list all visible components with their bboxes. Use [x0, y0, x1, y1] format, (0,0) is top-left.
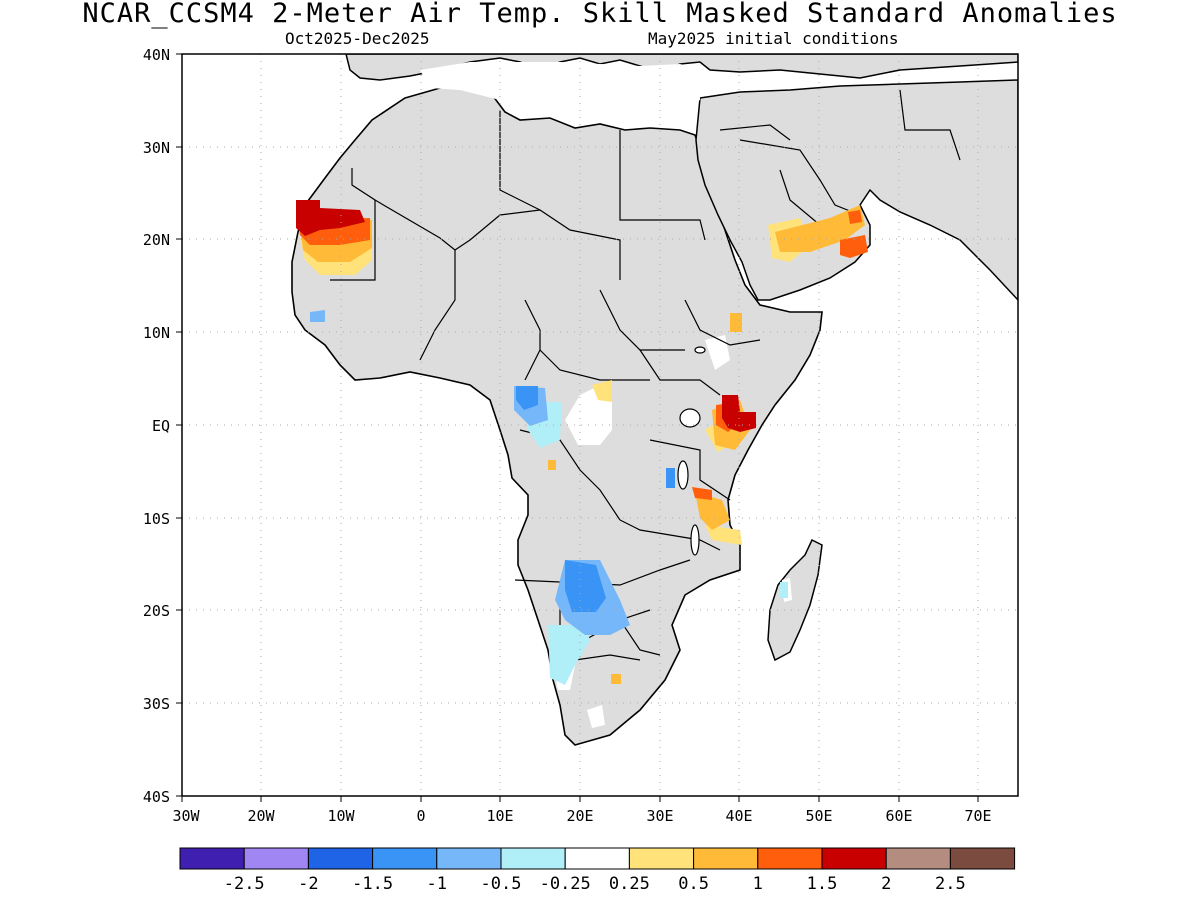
madagascar-landmass	[767, 538, 823, 662]
anomaly-patch-ethiopia	[730, 313, 742, 332]
lat-label: EQ	[152, 417, 170, 435]
graticule	[182, 54, 1018, 796]
anomaly-patch-car	[592, 380, 612, 402]
colorbar-label: -1	[427, 874, 447, 894]
lon-label: 40E	[725, 807, 752, 825]
longitude-axis: 30W 20W 10W 0 10E 20E 30E 40E 50E 60E 70…	[172, 796, 992, 825]
colorbar-label: -2.5	[224, 874, 265, 894]
anomaly-patch-guinea	[310, 310, 325, 322]
colorbar-label: 2	[881, 874, 891, 894]
lon-label: 20E	[566, 807, 593, 825]
lat-label: 20N	[143, 231, 170, 249]
anomaly-patch-botswana	[611, 674, 621, 684]
colorbar-swatch	[436, 847, 502, 870]
lakes	[677, 346, 706, 556]
forecast-period: Oct2025-Dec2025	[285, 29, 430, 48]
anomaly-patch-tanzania-cool	[666, 468, 675, 488]
anomaly-patch-gabon	[548, 460, 556, 470]
colorbar-swatch	[564, 847, 630, 870]
anomaly-patch-angola-1	[565, 560, 606, 612]
colorbar: -2.5 -2 -1.5 -1 -0.5 -0.25 0.25 0.5 1 1.5 2 2.5	[179, 847, 1016, 894]
colorbar-label: 1	[753, 874, 763, 894]
anomaly-patches	[296, 200, 868, 685]
arabia-landmass	[695, 79, 1018, 302]
anomaly-patch-arabia-15b	[848, 210, 862, 224]
colorbar-swatch	[179, 847, 245, 870]
colorbar-label: 0.25	[609, 874, 650, 894]
anomaly-patch-tanzania-1	[695, 492, 730, 530]
lat-label: 40S	[143, 788, 170, 806]
lat-label: 20S	[143, 602, 170, 620]
anomaly-patch-kenya-2	[722, 395, 756, 432]
colorbar-label: -0.5	[481, 874, 522, 894]
anomaly-patch-mauritania-2	[296, 200, 365, 236]
map-content	[182, 54, 1018, 796]
lon-label: 30W	[172, 807, 200, 825]
colorbar-label: 2.5	[935, 874, 966, 894]
anomaly-patch-congo-1	[516, 386, 538, 410]
lon-label: 10W	[327, 807, 355, 825]
lon-label: 10E	[486, 807, 513, 825]
lat-label: 10N	[143, 324, 170, 342]
colorbar-label: 1.5	[807, 874, 838, 894]
lat-label: 30N	[143, 139, 170, 157]
latitude-axis: 40N 30N 20N 10N EQ 10S 20S 30S 40S	[143, 46, 182, 806]
country-borders	[330, 89, 961, 661]
colorbar-swatch	[693, 847, 759, 870]
lat-label: 40N	[143, 46, 170, 64]
colorbar-swatch	[885, 847, 951, 870]
colorbar-label: -0.25	[540, 874, 591, 894]
lon-label: 50E	[805, 807, 832, 825]
colorbar-swatch	[821, 847, 887, 870]
colorbar-swatch	[949, 847, 1016, 870]
colorbar-swatch	[628, 847, 695, 870]
colorbar-swatch	[307, 847, 374, 870]
anomaly-patch-tanzania-15	[692, 487, 712, 500]
colorbar-swatch	[500, 847, 566, 870]
colorbar-label: 0.5	[678, 874, 709, 894]
colorbar-swatch	[372, 847, 438, 870]
lon-label: 60E	[885, 807, 912, 825]
lon-label: 70E	[964, 807, 991, 825]
anomaly-patch-madagascar-cool	[780, 582, 788, 598]
anomaly-patch-tanzania-05	[705, 525, 742, 545]
anomaly-patch-arabia-15	[840, 235, 868, 258]
colorbar-swatch	[757, 847, 823, 870]
initial-conditions: May2025 initial conditions	[648, 29, 899, 48]
lon-label: 0	[416, 807, 425, 825]
anomaly-patch-namibia-025	[548, 625, 590, 685]
colorbar-label: -2	[298, 874, 318, 894]
lon-label: 30E	[646, 807, 673, 825]
lat-label: 30S	[143, 695, 170, 713]
colorbar-label: -1.5	[352, 874, 393, 894]
lat-label: 10S	[143, 510, 170, 528]
colorbar-swatch	[243, 847, 309, 870]
lon-label: 20W	[247, 807, 275, 825]
map-title: NCAR_CCSM4 2-Meter Air Temp. Skill Maske…	[82, 0, 1118, 29]
